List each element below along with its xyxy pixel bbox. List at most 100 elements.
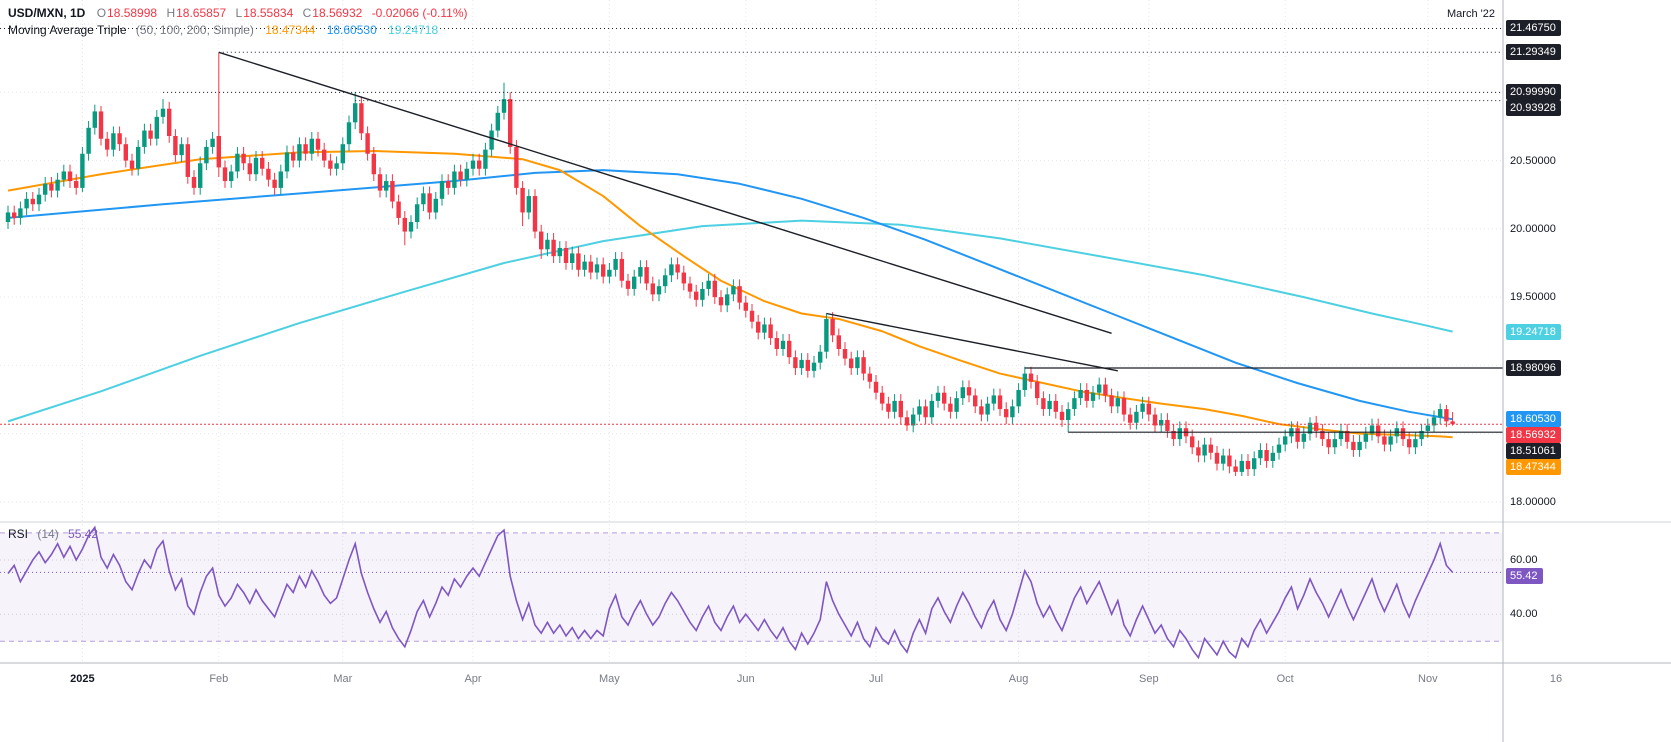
candle-body xyxy=(340,144,345,164)
candle-body xyxy=(1066,409,1071,421)
level-price-label: 18.51061 xyxy=(1506,443,1561,460)
candle-body xyxy=(198,163,203,188)
candle-body xyxy=(1010,406,1015,418)
symbol-title[interactable]: USD/MXN, 1D xyxy=(8,6,86,20)
candle-body xyxy=(495,112,500,131)
candle-body xyxy=(582,261,587,270)
price-scale-label: 60.00 xyxy=(1510,553,1538,566)
last-price-label: 18.56932 xyxy=(1506,427,1561,444)
candle-body xyxy=(1016,389,1021,407)
time-axis-label: 16 xyxy=(1549,673,1563,685)
candle-body xyxy=(92,111,97,128)
rsi-legend: RSI (14) 55.42 xyxy=(8,527,98,541)
candle-body xyxy=(117,133,122,145)
candle-body xyxy=(415,204,420,223)
candle-body xyxy=(681,272,686,284)
candle-body xyxy=(1171,430,1176,440)
candle-body xyxy=(799,359,804,369)
candle-body xyxy=(942,392,947,404)
level-price-label: 18.98096 xyxy=(1506,359,1561,376)
candle-body xyxy=(563,247,569,263)
candle-body xyxy=(179,144,184,156)
candle-body xyxy=(1084,389,1089,401)
candle-body xyxy=(49,183,54,191)
candle-body xyxy=(1338,430,1344,440)
candle-body xyxy=(148,130,153,139)
candle-body xyxy=(291,152,296,161)
time-axis-label: Feb xyxy=(209,673,229,685)
ma-indicator-title[interactable]: Moving Average Triple xyxy=(8,23,127,37)
trendline xyxy=(218,51,1112,334)
candle-body xyxy=(1363,433,1368,442)
time-axis-label: 2025 xyxy=(70,673,95,685)
candle-body xyxy=(1283,436,1288,445)
candle-body xyxy=(483,149,488,169)
candle-body xyxy=(1072,398,1077,410)
candle-body xyxy=(570,253,575,263)
level-price-label: 21.46750 xyxy=(1506,20,1561,37)
text-annotation[interactable]: March '22 xyxy=(1447,8,1495,20)
candle-body xyxy=(1146,403,1151,415)
candle-body xyxy=(917,406,922,415)
candle-body xyxy=(1109,395,1114,407)
candle-body xyxy=(966,387,972,396)
candle-body xyxy=(452,171,457,188)
close-value: 18.56932 xyxy=(312,6,363,20)
candle-body xyxy=(731,286,736,295)
candle-body xyxy=(545,239,550,250)
candle-body xyxy=(446,181,451,188)
candle-body xyxy=(377,174,383,191)
candle-body xyxy=(1413,439,1418,448)
ma200-price-label: 19.24718 xyxy=(1506,323,1561,340)
candle-body xyxy=(173,135,178,156)
price-scale-label: 18.00000 xyxy=(1510,495,1556,508)
candle-body xyxy=(160,108,166,117)
candle-body xyxy=(247,163,252,175)
candle-body xyxy=(297,144,302,161)
candle-body xyxy=(402,217,407,232)
candle-body xyxy=(588,261,593,273)
candle-body xyxy=(656,286,662,295)
candle-body xyxy=(619,258,624,281)
candle-body xyxy=(235,153,240,172)
candle-body xyxy=(1097,384,1102,393)
candle-body xyxy=(749,310,755,322)
candle-body xyxy=(1134,411,1139,423)
candle-body xyxy=(1041,398,1046,410)
candle-body xyxy=(1450,421,1455,425)
candle-body xyxy=(464,168,469,180)
candle-body xyxy=(278,171,283,188)
candle-body xyxy=(1047,400,1052,410)
candle-body xyxy=(1438,409,1443,418)
candle-body xyxy=(253,157,259,175)
high-label: H xyxy=(166,6,176,20)
candle-body xyxy=(136,146,141,169)
candle-body xyxy=(973,395,978,407)
candle-body xyxy=(669,264,674,276)
candle-body xyxy=(1252,458,1257,470)
candle-body xyxy=(687,283,693,292)
candle-body xyxy=(898,400,903,418)
candle-body xyxy=(371,153,376,175)
level-price-label: 20.99990 xyxy=(1506,84,1561,101)
candle-body xyxy=(1264,450,1269,461)
candle-body xyxy=(824,318,829,352)
candle-body xyxy=(167,108,172,136)
candle-body xyxy=(1159,420,1164,426)
candle-body xyxy=(625,280,631,289)
candle-body xyxy=(1245,460,1251,470)
change-value: -0.02066 (-0.11%) xyxy=(371,6,468,20)
candle-body xyxy=(266,168,271,180)
candle-body xyxy=(1388,436,1393,445)
candle-body xyxy=(780,340,786,350)
candle-body xyxy=(768,324,773,339)
close-label: C xyxy=(302,6,312,20)
candle-body xyxy=(632,276,637,289)
rsi-indicator-title[interactable]: RSI xyxy=(8,527,29,541)
price-scale-label: 20.00000 xyxy=(1510,222,1556,235)
candle-body xyxy=(470,160,476,169)
candle-body xyxy=(1407,439,1412,448)
price-scale-label: 20.50000 xyxy=(1510,154,1556,167)
candle-body xyxy=(204,146,209,164)
